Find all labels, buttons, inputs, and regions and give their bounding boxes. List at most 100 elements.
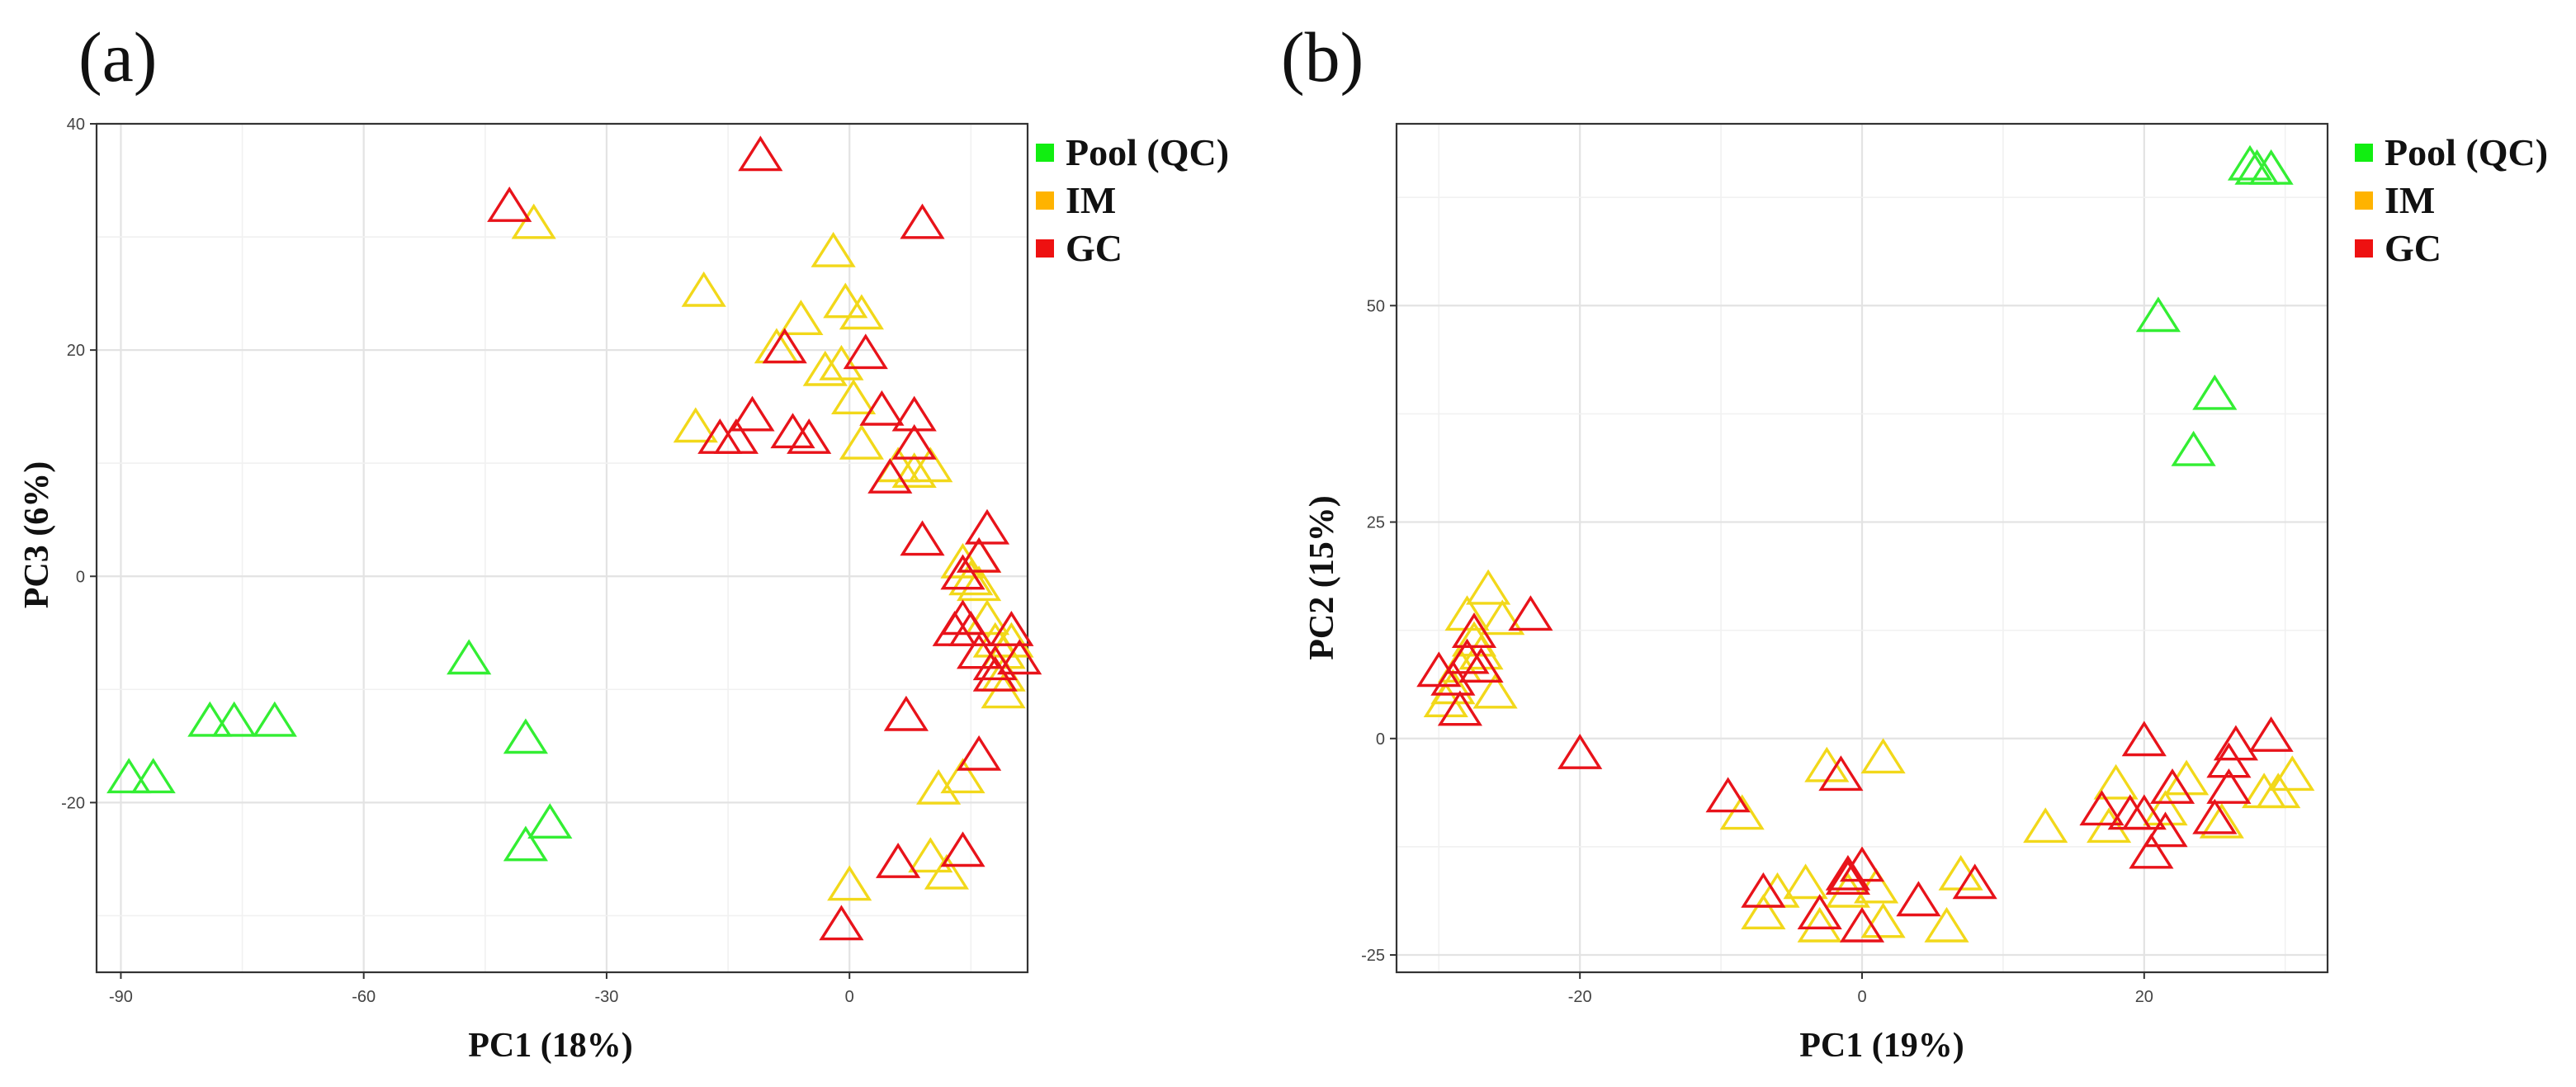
data-point [1458, 647, 1504, 683]
data-point [1437, 690, 1482, 726]
y-tick-label: 0 [76, 568, 85, 586]
x-tick-label: 20 [2135, 988, 2153, 1006]
grid [1397, 124, 2328, 972]
y-tick-label: -20 [61, 794, 85, 812]
data-point [527, 803, 573, 839]
legend-swatch [2355, 144, 2373, 162]
x-tick-label: -20 [1568, 988, 1592, 1006]
data-point [1557, 734, 1603, 769]
y-tick-label: 50 [1367, 297, 1385, 315]
data-point [1860, 738, 1906, 774]
legend-label: GC [2385, 227, 2441, 269]
data-point [1797, 906, 1842, 943]
x-tick-label: 0 [845, 988, 854, 1006]
data-point [1451, 612, 1497, 648]
data-point [900, 203, 945, 239]
data-point [252, 701, 297, 737]
data-point [1839, 846, 1885, 882]
panel-b: (b) -20 0 20 -25 0 25 50 PC1 (19%) PC2 (15%) Pool … [1281, 17, 2548, 1065]
panel-label: (a) [78, 17, 157, 97]
data-point [859, 390, 905, 426]
data-point [831, 379, 877, 414]
data-point [802, 350, 848, 386]
data-point [762, 328, 807, 364]
y-axis-title: PC2 (15%) [1303, 495, 1341, 659]
data-point [2129, 833, 2174, 869]
data-point [2121, 721, 2167, 757]
data-point [2248, 716, 2294, 752]
data-point [997, 639, 1042, 675]
data-point [2206, 768, 2252, 804]
data-point [957, 735, 1002, 771]
legend-label: GC [1066, 227, 1123, 269]
legend-swatch [2355, 239, 2373, 258]
data-point [924, 853, 969, 890]
data-point [503, 825, 548, 862]
data-point [957, 536, 1002, 573]
data-point [839, 423, 884, 460]
data-point [2143, 790, 2188, 826]
data-point [673, 407, 718, 443]
data-point [1818, 755, 1864, 792]
x-tick-label: -60 [352, 988, 376, 1006]
grid [97, 122, 1028, 972]
data-point [916, 768, 962, 805]
data-point [940, 831, 985, 867]
legend: Pool (QC) IM GC [1036, 131, 1229, 269]
data-point [891, 395, 937, 432]
data-point [503, 718, 548, 754]
data-point [839, 294, 884, 330]
y-tick-label: 20 [67, 342, 85, 360]
data-point [1952, 863, 1997, 900]
data-point [730, 395, 775, 432]
data-point [697, 418, 743, 454]
data-point [1508, 595, 1553, 631]
data-point [1472, 673, 1518, 709]
data-point [1783, 863, 1828, 900]
data-point [891, 452, 937, 488]
data-point [1741, 872, 1786, 908]
data-point [681, 271, 726, 307]
data-point [940, 758, 985, 794]
data-point [2256, 773, 2301, 809]
data-point [1480, 599, 1525, 636]
legend-swatch [1036, 191, 1054, 210]
data-point [908, 447, 953, 483]
data-point [1839, 906, 1885, 943]
plot-area [97, 124, 1028, 972]
data-point [187, 701, 233, 737]
data-point [972, 655, 1018, 692]
x-tick-label: 0 [1857, 988, 1866, 1006]
series-pool-qc [106, 639, 573, 862]
series-gc [1416, 595, 2294, 943]
data-point [908, 837, 953, 873]
data-point [1860, 902, 1906, 938]
data-point [1458, 634, 1504, 670]
data-point [1825, 854, 1870, 891]
legend-label: Pool (QC) [1066, 131, 1229, 173]
data-point [819, 344, 864, 380]
legend-label: Pool (QC) [2385, 131, 2548, 173]
panel-label: (b) [1281, 17, 1364, 97]
data-point [2192, 374, 2238, 410]
legend-label: IM [2385, 179, 2435, 221]
data-point [883, 695, 929, 731]
data-point [2143, 811, 2188, 848]
legend-swatch [2355, 191, 2373, 210]
data-point [1741, 894, 1786, 930]
series-gc [487, 135, 1042, 941]
data-point [778, 300, 824, 335]
data-point [811, 231, 856, 267]
data-point [957, 633, 1002, 669]
data-point [2171, 430, 2216, 466]
data-point [2079, 790, 2125, 826]
data-point [2199, 802, 2244, 839]
data-point [2213, 725, 2258, 761]
data-point [1896, 881, 1941, 917]
y-tick-label: 25 [1367, 514, 1385, 532]
data-point [447, 639, 492, 675]
data-point [891, 423, 937, 460]
data-point [106, 758, 152, 794]
data-point [940, 554, 985, 590]
